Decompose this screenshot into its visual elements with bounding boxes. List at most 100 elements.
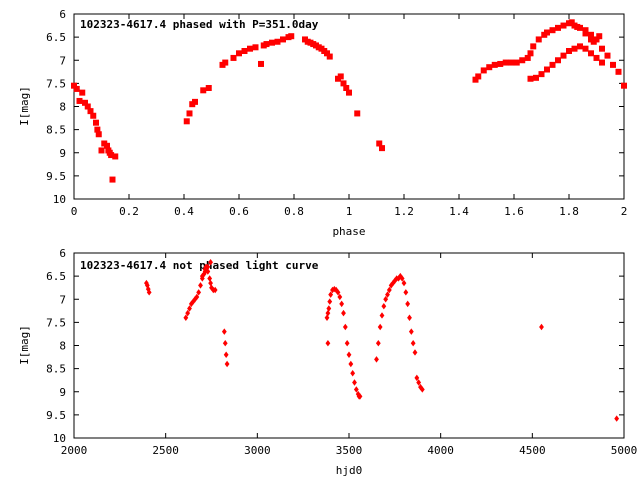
data-point [348, 360, 354, 368]
data-point [486, 64, 493, 71]
data-point [588, 31, 594, 38]
x-tick-label: 3500 [336, 444, 363, 457]
data-point [79, 89, 86, 96]
data-point [208, 279, 213, 287]
data-point [375, 339, 381, 347]
data-point [374, 356, 379, 363]
y-axis-label: I[mag] [18, 86, 31, 126]
data-point [405, 300, 411, 308]
data-point [339, 300, 345, 308]
data-point [615, 68, 622, 75]
data-point [590, 38, 597, 45]
data-point [112, 153, 119, 160]
x-tick-label: 2000 [61, 444, 88, 457]
x-tick-label: 1.6 [504, 205, 524, 218]
data-point [566, 48, 572, 54]
data-point [379, 312, 385, 319]
data-point [621, 82, 627, 89]
data-point [200, 87, 207, 94]
data-point [207, 275, 213, 282]
data-point [614, 415, 620, 422]
data-point [205, 263, 211, 271]
x-tick-label: 0.8 [284, 205, 304, 218]
data-point [497, 60, 504, 67]
x-tick-label: 1.4 [449, 205, 469, 218]
data-point [419, 386, 425, 393]
data-point [73, 85, 80, 92]
unphased-chart: 102323-4617.4 not phased light curve hjd… [18, 247, 637, 477]
data-point [288, 33, 295, 40]
data-point [198, 282, 203, 289]
data-point [326, 53, 333, 60]
data-point [337, 293, 343, 301]
data-point [76, 97, 83, 104]
data-point [335, 289, 341, 296]
data-point [379, 145, 385, 152]
data-point [340, 80, 347, 87]
data-point [236, 50, 242, 57]
data-point [95, 131, 102, 138]
data-point [109, 176, 116, 183]
x-tick-label: 2500 [152, 444, 179, 457]
data-point [222, 339, 228, 347]
data-point [324, 50, 330, 57]
data-point [93, 119, 99, 126]
data-point [418, 383, 423, 391]
data-point [94, 126, 101, 133]
y-tick-label: 8 [59, 340, 66, 353]
data-point [187, 305, 192, 312]
data-point [327, 298, 333, 305]
data-point [353, 386, 359, 393]
data-point [223, 351, 229, 358]
y-axis-label: I[mag] [18, 325, 31, 365]
data-point [186, 110, 193, 117]
x-tick-label: 2 [621, 205, 628, 218]
data-point [352, 379, 357, 386]
data-point [350, 370, 356, 377]
data-point [530, 43, 537, 50]
data-point [519, 57, 526, 64]
y-tick-label: 10 [53, 432, 66, 445]
x-tick-label: 0 [71, 205, 78, 218]
x-tick-label: 4000 [427, 444, 454, 457]
data-point [357, 393, 363, 400]
data-point [508, 59, 515, 66]
data-point [192, 98, 198, 105]
data-point [582, 27, 589, 34]
data-point [577, 43, 583, 50]
data-point [90, 112, 97, 119]
axis-ticks: 0 0.2 0.4 0.6 0.8 1 1.2 1.4 1.6 1.8 2 6 6.5 7 7.5 8 8.5 9… [46, 8, 627, 218]
data-point [599, 45, 605, 52]
data-point [221, 328, 227, 335]
data-point [539, 323, 544, 331]
data-point [390, 279, 396, 287]
data-point [399, 275, 405, 282]
x-axis-label: phase [332, 225, 365, 238]
data-point [346, 351, 352, 358]
data-point [610, 61, 616, 68]
data-point [330, 286, 335, 294]
data-point [513, 59, 520, 66]
y-tick-label: 6 [59, 8, 66, 21]
data-point [71, 82, 77, 89]
x-tick-label: 3000 [244, 444, 271, 457]
data-point [196, 289, 202, 296]
y-tick-label: 7.5 [46, 77, 66, 90]
data-point [280, 36, 286, 43]
y-tick-label: 9.5 [46, 170, 66, 183]
data-point [194, 293, 200, 301]
y-tick-label: 9 [59, 386, 66, 399]
data-point [212, 286, 218, 294]
x-tick-label: 0.4 [174, 205, 194, 218]
data-point [325, 309, 331, 317]
y-tick-label: 8 [59, 101, 66, 114]
data-point [328, 291, 334, 298]
x-tick-label: 1 [346, 205, 353, 218]
data-point [480, 67, 487, 74]
data-point [582, 45, 589, 52]
chart-title: 102323-4617.4 not phased light curve [80, 259, 319, 272]
data-point [412, 349, 418, 356]
data-point [84, 103, 91, 110]
data-point [202, 268, 208, 275]
data-point [560, 22, 567, 29]
